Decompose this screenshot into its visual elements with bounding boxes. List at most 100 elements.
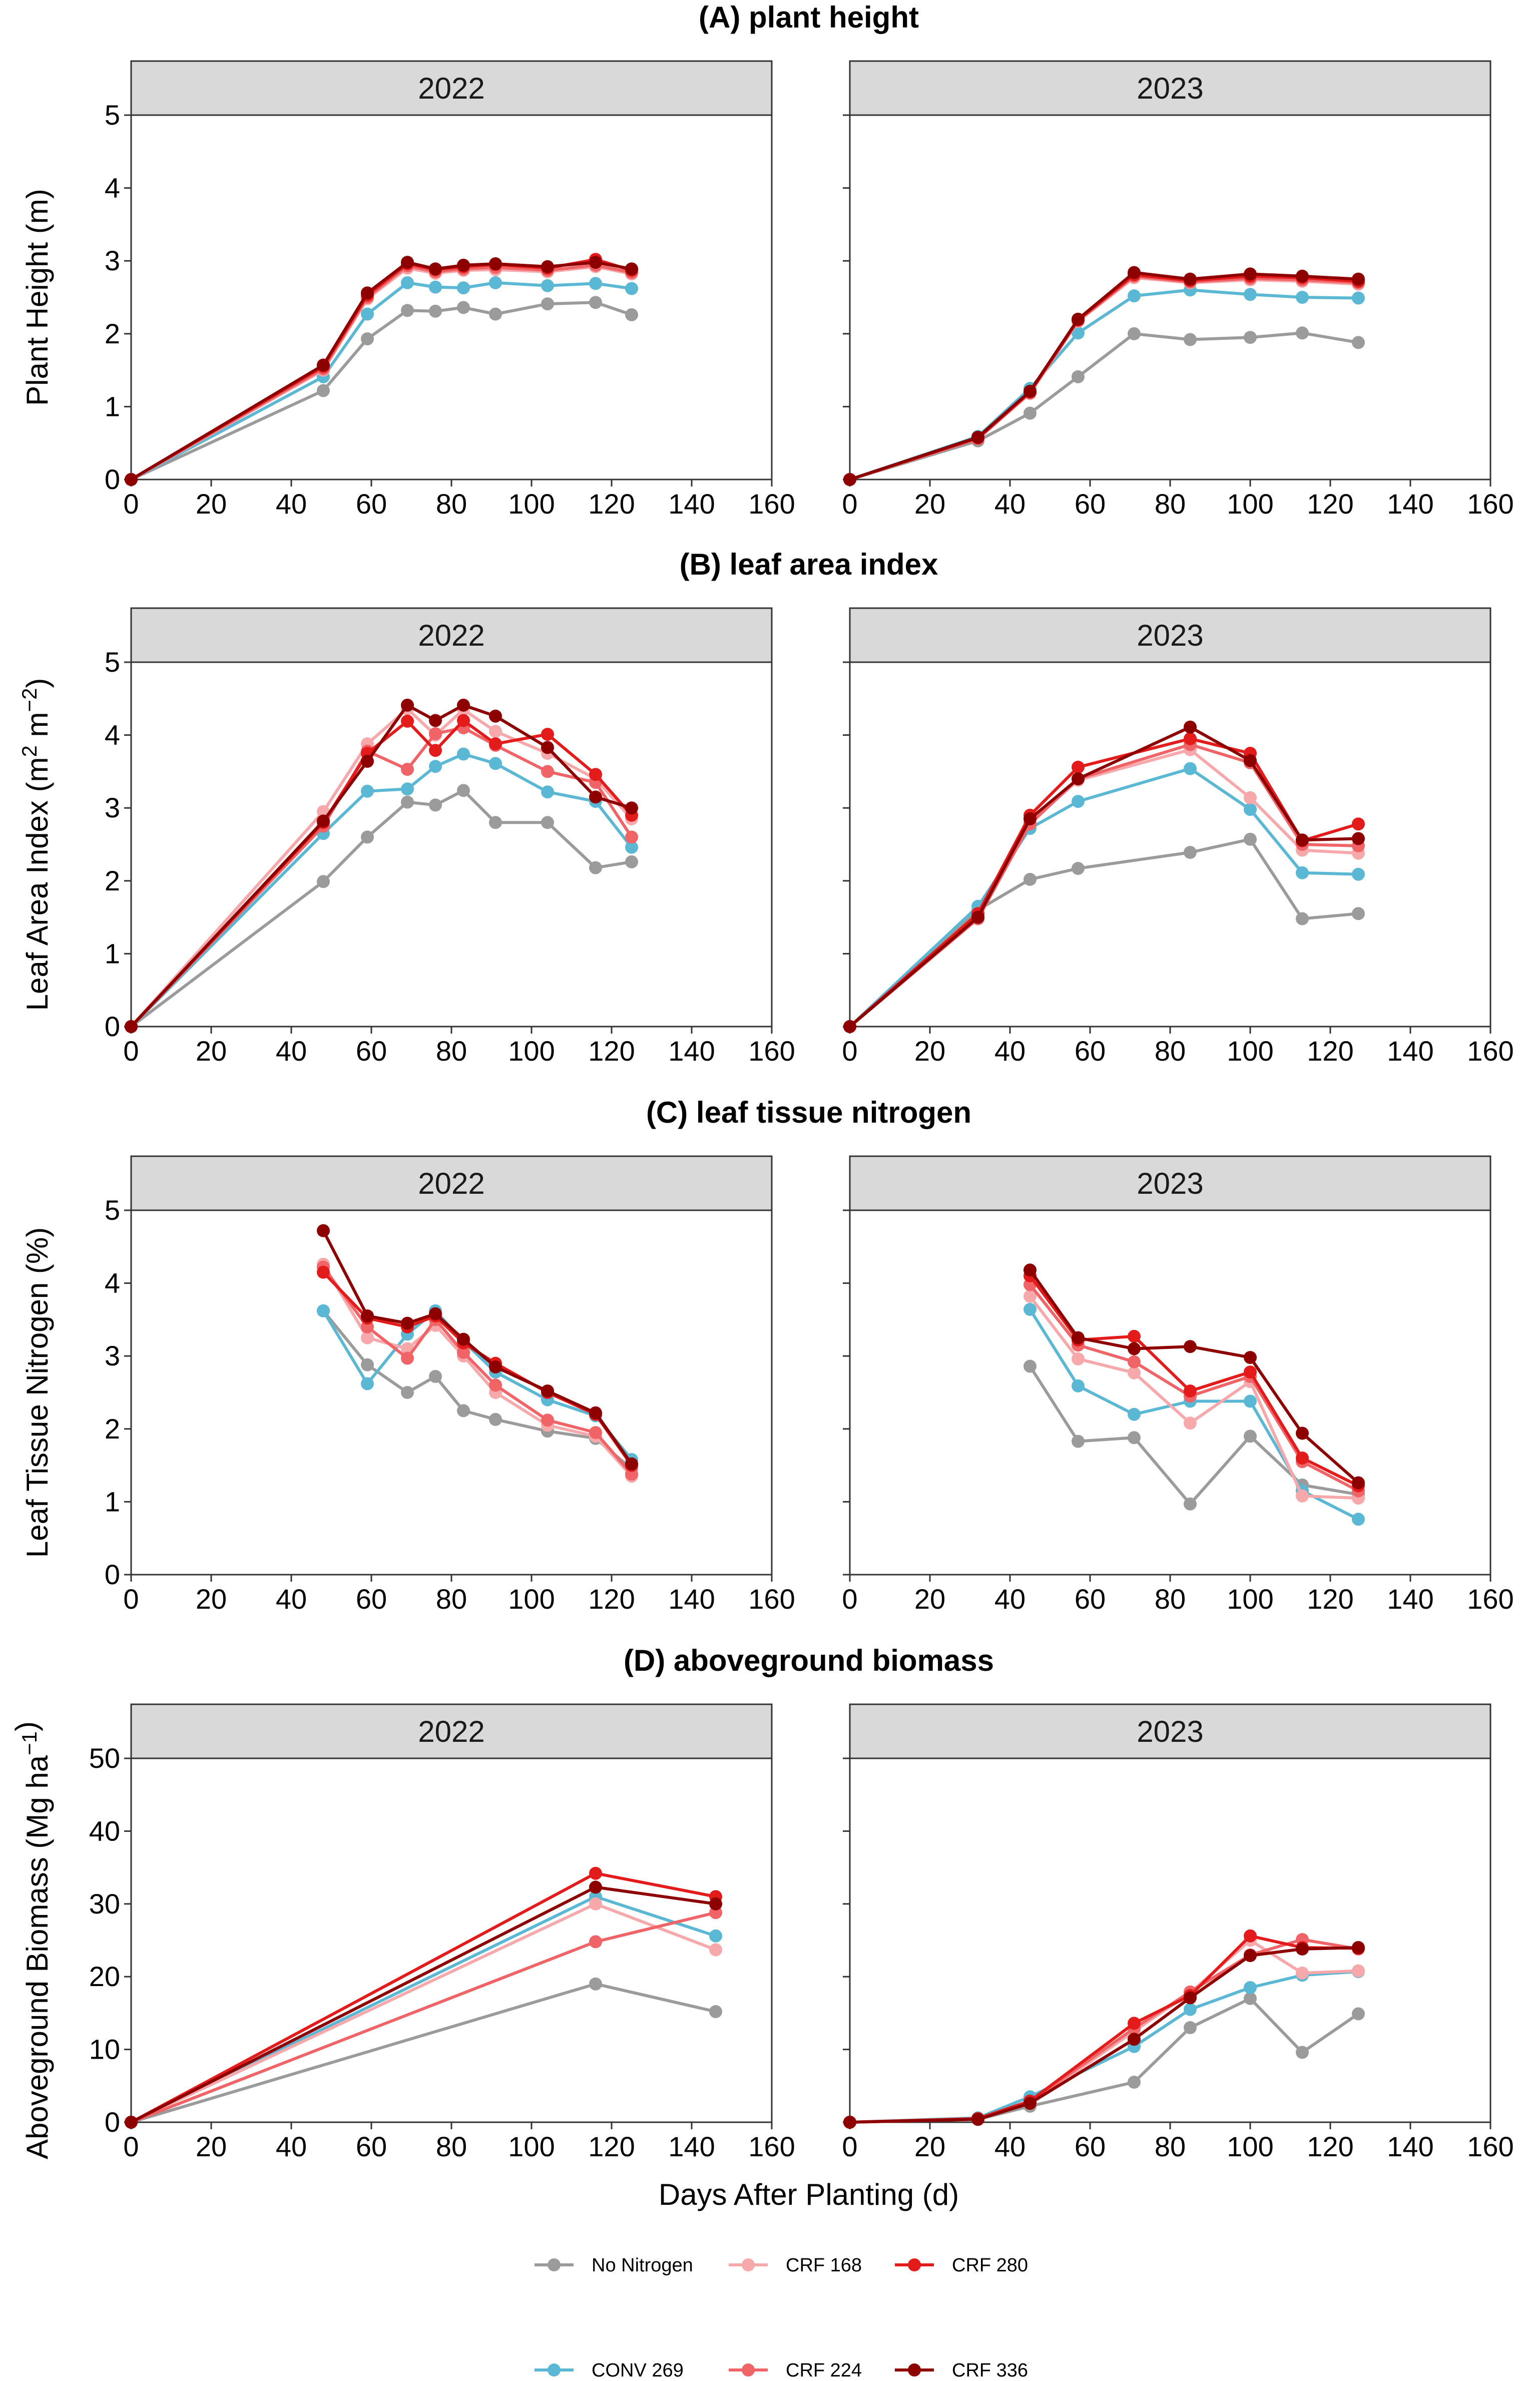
data-point-no-nitrogen bbox=[361, 1358, 374, 1371]
x-tick-label: 140 bbox=[668, 488, 715, 520]
series-crf-336 bbox=[317, 1224, 638, 1471]
data-point-crf-280 bbox=[1352, 817, 1365, 831]
x-tick-label: 40 bbox=[276, 1583, 307, 1615]
x-tick-label: 60 bbox=[1075, 2131, 1106, 2162]
data-point-crf-336 bbox=[1184, 1340, 1197, 1353]
series-crf-336 bbox=[125, 1880, 722, 2129]
data-point-no-nitrogen bbox=[401, 304, 414, 317]
data-point-crf-336 bbox=[401, 1316, 414, 1330]
data-point-conv-269 bbox=[1244, 288, 1257, 301]
chart-title: (D) aboveground biomass bbox=[624, 1644, 994, 1677]
data-point-crf-336 bbox=[489, 257, 502, 270]
data-point-crf-336 bbox=[625, 262, 638, 276]
x-tick-label: 120 bbox=[588, 1583, 635, 1615]
y-tick-label: 0 bbox=[105, 1011, 120, 1042]
data-point-crf-336 bbox=[1244, 1351, 1257, 1364]
y-axis-label-part: ) bbox=[10, 1721, 43, 1731]
facet-strip bbox=[849, 607, 1491, 663]
y-tick-label: 4 bbox=[105, 1267, 120, 1299]
facet-strip-label: 2022 bbox=[418, 1167, 484, 1200]
data-point-crf-336 bbox=[589, 790, 602, 804]
data-point-crf-336 bbox=[1352, 1476, 1365, 1490]
data-point-crf-168 bbox=[709, 1943, 722, 1957]
data-point-no-nitrogen bbox=[457, 784, 470, 797]
legend-label: No Nitrogen bbox=[592, 2255, 693, 2276]
data-point-no-nitrogen bbox=[1072, 862, 1085, 875]
data-point-crf-224 bbox=[1128, 1355, 1141, 1368]
data-point-conv-269 bbox=[589, 277, 602, 290]
data-point-no-nitrogen bbox=[625, 855, 638, 868]
x-tick-label: 100 bbox=[1227, 2131, 1273, 2162]
data-point-crf-336 bbox=[1244, 754, 1257, 767]
data-point-crf-336 bbox=[1352, 1941, 1365, 1954]
data-point-crf-224 bbox=[541, 765, 554, 778]
data-point-conv-269 bbox=[1184, 2003, 1197, 2016]
series-line-crf-336 bbox=[848, 725, 1360, 1028]
data-point-crf-336 bbox=[429, 262, 442, 276]
y-axis-label-part: m bbox=[21, 712, 54, 745]
data-point-crf-224 bbox=[625, 830, 638, 844]
facet-strip-label: 2023 bbox=[1137, 1715, 1203, 1748]
legend-label: CRF 336 bbox=[952, 2360, 1028, 2381]
x-tick-label: 120 bbox=[1307, 1035, 1353, 1067]
y-tick-label: 30 bbox=[89, 1888, 120, 1920]
x-tick-label: 160 bbox=[1467, 1583, 1513, 1615]
data-point-no-nitrogen bbox=[1072, 370, 1085, 383]
data-point-no-nitrogen bbox=[1244, 1430, 1257, 1443]
x-tick-label: 140 bbox=[1387, 1035, 1433, 1067]
data-point-crf-336 bbox=[361, 755, 374, 768]
x-tick-label: 40 bbox=[276, 1035, 307, 1067]
data-point-crf-224 bbox=[401, 1351, 414, 1365]
data-point-crf-336 bbox=[125, 473, 138, 486]
y-axis-label-main: Aboveground Biomass (Mg ha bbox=[21, 1755, 54, 2159]
x-tick-label: 20 bbox=[914, 2131, 945, 2162]
data-point-crf-168 bbox=[1023, 1289, 1037, 1303]
data-point-no-nitrogen bbox=[401, 1386, 414, 1399]
data-point-crf-280 bbox=[1128, 2017, 1141, 2030]
data-point-crf-336 bbox=[317, 1224, 330, 1237]
x-tick-label: 160 bbox=[1467, 2131, 1513, 2162]
data-point-crf-336 bbox=[125, 1020, 138, 1033]
y-axis-label-superscript: 2 bbox=[18, 745, 41, 757]
data-point-no-nitrogen bbox=[1352, 336, 1365, 349]
legend-item-crf-336: CRF 336 bbox=[895, 2360, 1028, 2381]
data-point-no-nitrogen bbox=[1023, 872, 1037, 886]
y-axis-label-part: ) bbox=[21, 678, 54, 688]
x-tick-label: 80 bbox=[1155, 1035, 1186, 1067]
y-tick-label: 0 bbox=[105, 463, 120, 495]
x-tick-label: 0 bbox=[842, 1035, 857, 1067]
data-point-no-nitrogen bbox=[1184, 2021, 1197, 2034]
data-point-crf-336 bbox=[589, 1880, 602, 1894]
data-point-conv-269 bbox=[1244, 803, 1257, 816]
data-point-crf-280 bbox=[1072, 760, 1085, 774]
data-point-crf-336 bbox=[429, 1307, 442, 1320]
y-tick-label: 50 bbox=[89, 1742, 120, 1774]
legend-label: CONV 269 bbox=[592, 2360, 684, 2381]
data-point-crf-336 bbox=[401, 698, 414, 712]
panel-b-2023: 2023 0 20 40 60 80 100 120 140 160 bbox=[842, 607, 1514, 1067]
data-point-crf-336 bbox=[1296, 833, 1309, 847]
data-point-no-nitrogen bbox=[1184, 846, 1197, 859]
panel-a-2023: 2023 0 20 40 60 80 100 120 140 160 bbox=[842, 60, 1514, 520]
data-point-crf-336 bbox=[1352, 832, 1365, 845]
data-point-conv-269 bbox=[625, 282, 638, 295]
data-point-conv-269 bbox=[709, 1929, 722, 1943]
data-point-crf-336 bbox=[489, 1360, 502, 1373]
facet-strip bbox=[849, 60, 1491, 116]
data-point-no-nitrogen bbox=[317, 875, 330, 888]
x-tick-label: 140 bbox=[668, 1035, 715, 1067]
x-tick-label: 20 bbox=[914, 1583, 945, 1615]
x-tick-label: 120 bbox=[1307, 2131, 1353, 2162]
y-tick-label: 5 bbox=[105, 646, 120, 678]
data-point-crf-168 bbox=[1128, 1366, 1141, 1379]
panel-b-2022: 2022 0 1 2 3 4 5 0 20 40 60 80 100 120 140 160 bbox=[105, 607, 795, 1067]
y-axis-label: Leaf Tissue Nitrogen (%) bbox=[21, 1227, 54, 1558]
panel-c-2022: 2022 0 1 2 3 4 5 0 20 40 60 80 100 120 140 160 bbox=[105, 1155, 795, 1615]
series-crf-336 bbox=[843, 266, 1365, 486]
data-point-conv-269 bbox=[1072, 1379, 1085, 1392]
x-tick-label: 120 bbox=[588, 2131, 635, 2162]
legend-key-point bbox=[908, 2258, 921, 2271]
data-point-crf-168 bbox=[1072, 1352, 1085, 1365]
x-tick-label: 20 bbox=[914, 488, 945, 520]
panel-a-2022: 2022 0 1 2 3 4 5 0 20 40 60 80 100 120 140 160 bbox=[105, 60, 795, 520]
